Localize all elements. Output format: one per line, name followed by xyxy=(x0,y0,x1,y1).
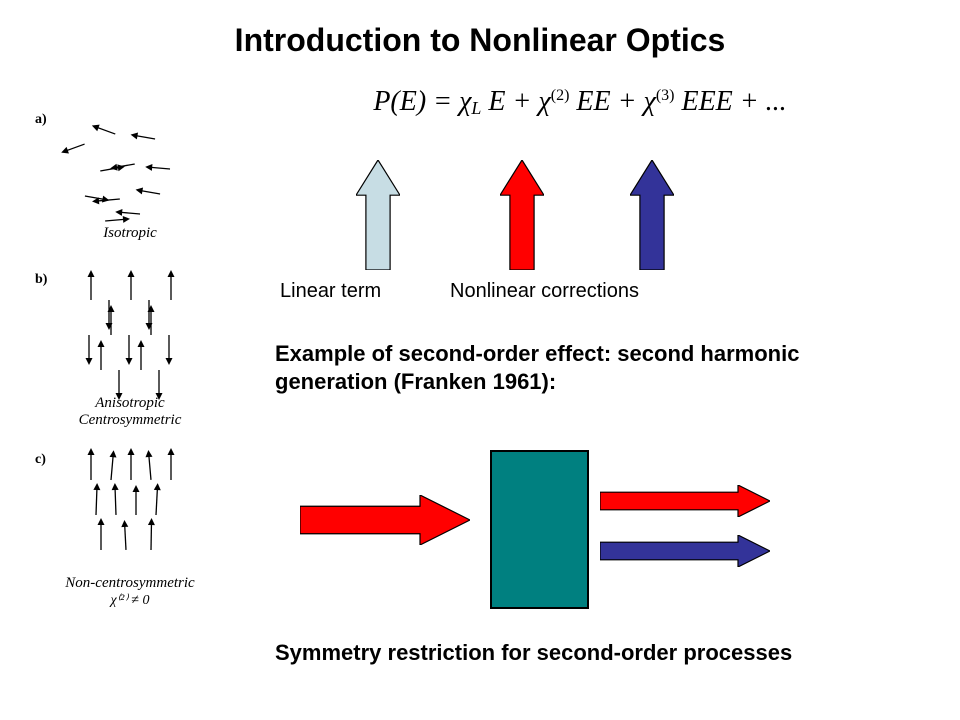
symmetry-restriction-text: Symmetry restriction for second-order pr… xyxy=(275,640,960,666)
panel-c: c) Non-centrosymmetricχ⁽²⁾ ≠ 0 xyxy=(35,450,225,609)
panel-b-caption: AnisotropicCentrosymmetric xyxy=(35,395,225,428)
polarization-equation: P(E) = χL E + χ(2) EE + χ(3) EEE + ... xyxy=(260,86,900,119)
shg-output-fundamental-arrow xyxy=(600,485,770,522)
nonlinear-crystal xyxy=(490,450,589,609)
panel-a-arrows xyxy=(45,110,215,225)
panel-b-arrows xyxy=(45,270,215,395)
nonlinear-corrections-label: Nonlinear corrections xyxy=(450,280,639,303)
chi2-term-arrow xyxy=(500,160,544,275)
panel-c-caption: Non-centrosymmetric xyxy=(35,575,225,592)
linear-term-arrow xyxy=(356,160,400,275)
linear-term-label: Linear term xyxy=(280,280,381,303)
panel-c-arrows xyxy=(45,450,215,575)
chi3-term-arrow xyxy=(630,160,674,275)
panel-b: b) AnisotropicCentr xyxy=(35,270,225,428)
shg-input-arrow xyxy=(300,495,470,550)
shg-output-second-harmonic-arrow xyxy=(600,535,770,572)
example-heading: Example of second-order effect: second h… xyxy=(275,340,875,395)
panel-c-chi-note: χ⁽²⁾ ≠ 0 xyxy=(35,592,225,609)
page-title: Introduction to Nonlinear Optics xyxy=(0,22,960,59)
panel-a: a) Isotropic xyxy=(35,110,225,242)
